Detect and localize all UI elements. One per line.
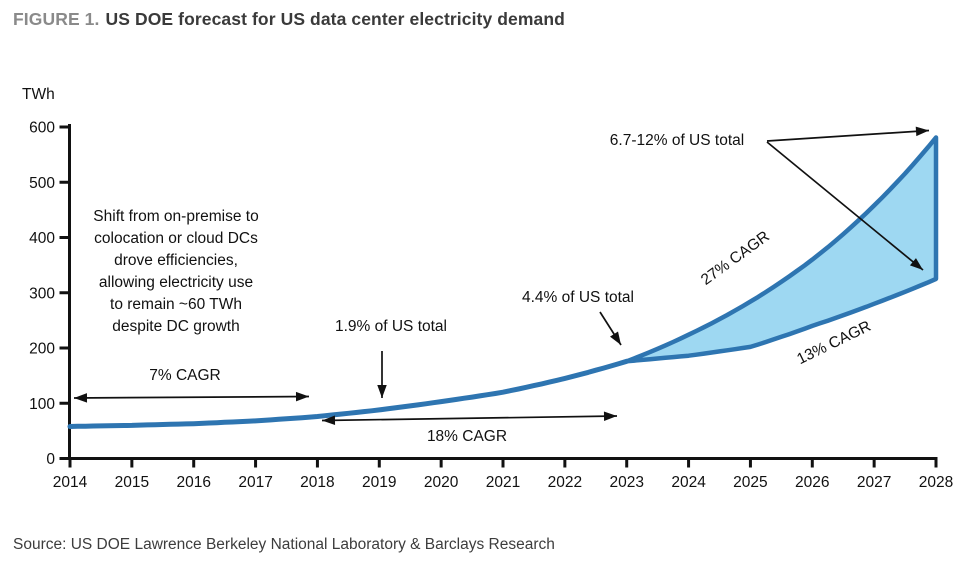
y-axis-unit-label: TWh bbox=[22, 86, 55, 103]
y-tick-label: 600 bbox=[29, 120, 55, 137]
x-tick-label: 2015 bbox=[115, 474, 149, 491]
arrow-7pct-cagr bbox=[73, 395, 310, 399]
figure-title: FIGURE 1. US DOE forecast for US data cen… bbox=[13, 9, 565, 30]
arrow-head bbox=[322, 415, 336, 426]
arrow-head bbox=[909, 258, 923, 270]
arrow-head bbox=[610, 331, 621, 345]
x-tick-label: 2026 bbox=[795, 474, 829, 491]
source-text: Source: US DOE Lawrence Berkeley Nationa… bbox=[13, 536, 555, 553]
x-tick-label: 2027 bbox=[857, 474, 891, 491]
annotation-note: Shift from on-premise to colocation or c… bbox=[62, 206, 290, 338]
arrow-head bbox=[74, 393, 88, 403]
historical-line-path bbox=[67, 358, 630, 429]
annotation-6-7-12pct-of-us-total: 6.7-12% of US total bbox=[610, 132, 744, 149]
annotation-note-line: colocation or cloud DCs bbox=[94, 230, 258, 247]
axes: 0 100 200 300 400 500 600 2014 2015 2016 2017 2018 2… bbox=[29, 120, 953, 492]
forecast-band bbox=[624, 135, 939, 364]
x-tick-label: 2024 bbox=[671, 474, 706, 491]
x-tick-label: 2022 bbox=[548, 474, 582, 491]
annotation-note-line: to remain ~60 TWh bbox=[110, 296, 242, 313]
y-tick-label: 400 bbox=[29, 230, 55, 247]
x-tick-label: 2023 bbox=[609, 474, 643, 491]
y-tick-label: 0 bbox=[46, 451, 55, 468]
arrow-6-7-12pct-lower bbox=[766, 141, 924, 271]
figure-label: FIGURE 1. bbox=[13, 9, 100, 29]
historical-line bbox=[67, 358, 630, 429]
annotation-note-line: drove efficiencies, bbox=[114, 252, 238, 269]
arrow-head bbox=[603, 411, 617, 421]
annotation-18pct-cagr: 18% CAGR bbox=[427, 428, 507, 445]
annotation-note-line: allowing electricity use bbox=[98, 274, 254, 291]
annotation-7pct-cagr: 7% CAGR bbox=[149, 367, 221, 384]
x-tick-label: 2021 bbox=[486, 474, 520, 491]
x-tick-label: 2018 bbox=[300, 474, 334, 491]
y-tick-label: 500 bbox=[29, 175, 55, 192]
x-tick-label: 2017 bbox=[238, 474, 272, 491]
x-tick-label: 2014 bbox=[53, 474, 88, 491]
arrow-head bbox=[915, 126, 929, 137]
annotation-arrows bbox=[73, 126, 930, 426]
annotation-note-line: Shift from on-premise to bbox=[93, 208, 259, 225]
annotation-4-4pct-of-us-total: 4.4% of US total bbox=[522, 289, 634, 306]
arrow-6-7-12pct-upper bbox=[766, 129, 930, 142]
y-tick-label: 200 bbox=[29, 341, 55, 358]
figure-title-text: US DOE forecast for US data center elect… bbox=[105, 9, 565, 29]
annotation-1-9pct-of-us-total: 1.9% of US total bbox=[335, 318, 447, 335]
x-tick-label: 2020 bbox=[424, 474, 459, 491]
arrow-head bbox=[377, 385, 387, 398]
y-tick-label: 300 bbox=[29, 285, 55, 302]
y-tick-label: 100 bbox=[29, 396, 55, 413]
annotation-27pct-cagr: 27% CAGR bbox=[698, 228, 773, 289]
x-tick-label: 2025 bbox=[733, 474, 767, 491]
forecast-band-area bbox=[624, 135, 939, 364]
annotation-note-line: despite DC growth bbox=[112, 318, 240, 335]
arrow-head bbox=[295, 391, 309, 402]
x-tick-label: 2028 bbox=[919, 474, 953, 491]
x-tick-label: 2016 bbox=[176, 474, 210, 491]
x-tick-label: 2019 bbox=[362, 474, 396, 491]
arrow-18pct-cagr bbox=[321, 415, 618, 422]
